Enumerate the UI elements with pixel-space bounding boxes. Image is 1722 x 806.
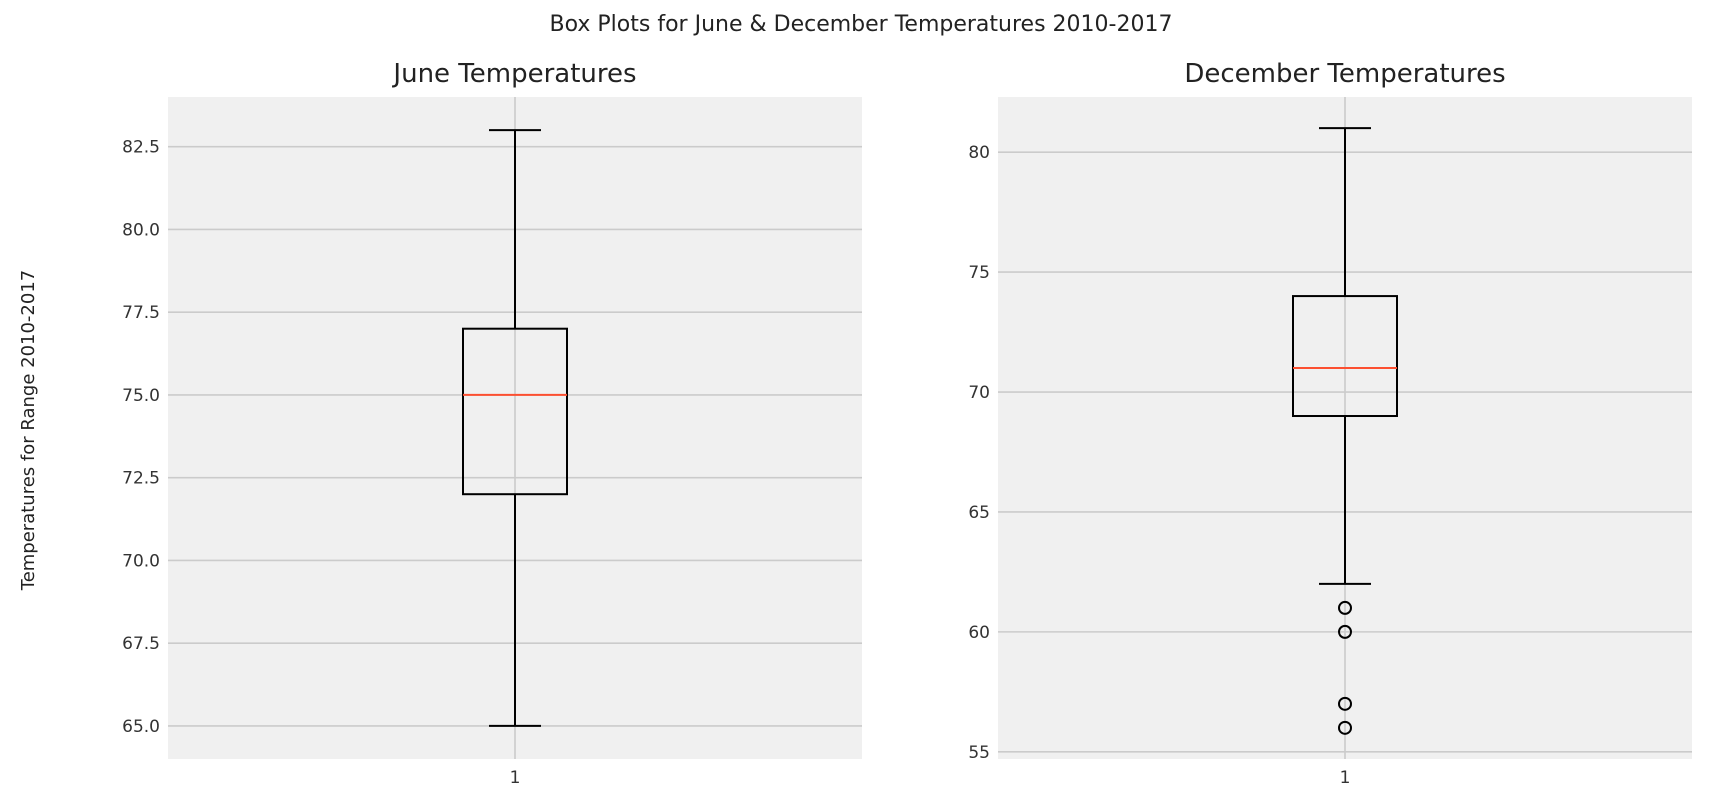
december-y-tick-label: 55: [968, 743, 990, 763]
december-outlier-point: [1338, 720, 1352, 735]
june-temperatures-subplot: 65.0 67.5 70.0 72.5 75.0 77.5 80.0 82.5 1 June Te…: [122, 59, 862, 788]
figure-suptitle: Box Plots for June & December Temperatur…: [550, 12, 1173, 37]
december-subplot-title: December Temperatures: [1184, 59, 1505, 89]
june-y-tick-label: 77.5: [122, 303, 160, 323]
december-box: [1292, 295, 1398, 418]
june-y-tick-label: 82.5: [122, 138, 160, 158]
june-y-tick-label: 70.0: [122, 551, 160, 571]
december-temperatures-subplot: 55 60 65 70 75 80 1 December Temperatures: [968, 59, 1692, 788]
figure-y-axis-label: Temperatures for Range 2010-2017: [18, 270, 39, 591]
june-box: [462, 327, 568, 496]
june-subplot-title: June Temperatures: [391, 59, 636, 89]
december-y-tick-label: 80: [968, 143, 990, 163]
december-outlier-point: [1338, 600, 1352, 615]
december-y-tick-label: 70: [968, 383, 990, 403]
december-outlier-point: [1338, 624, 1352, 639]
december-outlier-point: [1338, 696, 1352, 711]
june-y-tick-label: 75.0: [122, 386, 160, 406]
june-y-tick-label: 67.5: [122, 634, 160, 654]
december-y-tick-label: 75: [968, 263, 990, 283]
june-x-tick-label: 1: [510, 768, 521, 788]
june-y-tick-label: 65.0: [122, 717, 160, 737]
june-y-tick-label: 80.0: [122, 220, 160, 240]
december-y-tick-label: 60: [968, 623, 990, 643]
june-y-tick-label: 72.5: [122, 469, 160, 489]
december-x-tick-label: 1: [1340, 768, 1351, 788]
december-y-tick-label: 65: [968, 503, 990, 523]
